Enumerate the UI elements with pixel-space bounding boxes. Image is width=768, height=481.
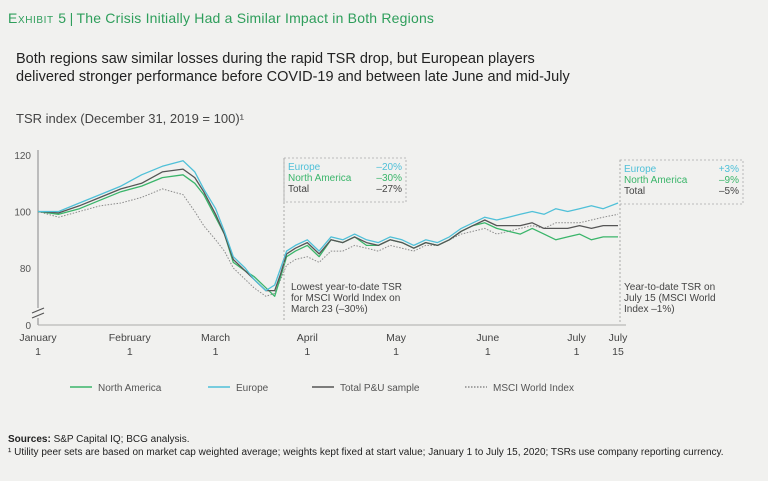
exhibit-header: Exhibit 5 | The Crisis Initially Had a Sim… (8, 10, 434, 26)
mid-annotation-caption-1: for MSCI World Index on (291, 293, 400, 304)
end-annotation-row-name-0: Europe (624, 164, 657, 175)
mid-annotation-box (283, 157, 407, 203)
end-annotation-row-name-2: Total (624, 186, 645, 197)
y-tick-label-100: 100 (14, 208, 31, 219)
end-annotation-caption-1: July 15 (MSCI World (624, 293, 716, 304)
end-annotation-row-value-2: –5% (719, 186, 739, 197)
x-tick-day-7: 15 (612, 346, 624, 358)
sources-note: Sources: S&P Capital IQ; BCG analysis. ¹… (8, 433, 748, 459)
exhibit-separator: | (69, 10, 74, 26)
x-tick-month-4: May (386, 332, 407, 344)
x-tick-day-1: 1 (127, 346, 133, 358)
subtitle-line-2: delivered stronger performance before CO… (16, 69, 570, 85)
x-tick-month-7: July (609, 332, 628, 344)
subtitle-line-1: Both regions saw similar losses during t… (16, 51, 535, 67)
legend-label-2: Total P&U sample (340, 383, 420, 394)
x-tick-day-6: 1 (574, 346, 580, 358)
legend-label-1: Europe (236, 383, 269, 394)
mid-annotation-row-value-2: –27% (376, 184, 402, 195)
series-line-msci-world-index (37, 188, 619, 297)
sources-line: Sources: S&P Capital IQ; BCG analysis. (8, 433, 748, 446)
mid-annotation-caption-0: Lowest year-to-date TSR (291, 282, 402, 293)
legend-label-3: MSCI World Index (493, 383, 574, 394)
end-annotation-box (619, 159, 744, 205)
axis-break-mark-2 (31, 312, 45, 319)
y-tick-label-80: 80 (20, 264, 32, 275)
series-line-total-p-u-sample (37, 168, 618, 292)
end-annotation-row-name-1: North America (624, 175, 688, 186)
mid-annotation-row-name-0: Europe (288, 162, 321, 173)
x-tick-day-4: 1 (393, 346, 399, 358)
sources-text: S&P Capital IQ; BCG analysis. (50, 434, 190, 445)
x-tick-month-0: January (19, 332, 57, 344)
x-tick-month-3: April (297, 332, 318, 344)
mid-annotation-row-value-0: –20% (376, 162, 402, 173)
exhibit-label: Exhibit 5 (8, 10, 67, 26)
x-tick-day-3: 1 (304, 346, 310, 358)
x-tick-day-5: 1 (485, 346, 491, 358)
footnote: ¹ Utility peer sets are based on market … (8, 447, 724, 458)
end-annotation-row-value-1: –9% (719, 175, 739, 186)
chart-subtitle: Both regions saw similar losses during t… (16, 50, 676, 86)
x-tick-day-2: 1 (213, 346, 219, 358)
x-tick-month-2: March (201, 332, 230, 344)
x-tick-month-5: June (476, 332, 499, 344)
mid-annotation-row-name-1: North America (288, 173, 352, 184)
sources-label: Sources: (8, 434, 51, 445)
end-annotation-caption-2: Index –1%) (624, 304, 675, 315)
axis-break-mark-1 (31, 307, 45, 314)
x-tick-month-6: July (567, 332, 586, 344)
x-tick-month-1: February (109, 332, 152, 344)
end-annotation-caption-0: Year-to-date TSR on (624, 282, 715, 293)
mid-annotation-row-value-1: –30% (376, 173, 402, 184)
y-tick-label-0: 0 (25, 321, 31, 332)
y-axis-title: TSR index (December 31, 2019 = 100)¹ (16, 111, 244, 126)
end-annotation-row-value-0: +3% (719, 164, 739, 175)
x-tick-day-0: 1 (35, 346, 41, 358)
legend-label-0: North America (98, 383, 162, 394)
y-tick-label-120: 120 (14, 151, 31, 162)
mid-annotation-caption-2: March 23 (–30%) (291, 304, 368, 315)
exhibit-title: The Crisis Initially Had a Similar Impac… (76, 10, 435, 26)
series-line-europe (38, 160, 619, 292)
mid-annotation-row-name-2: Total (288, 184, 309, 195)
series-line-north-america (37, 174, 618, 297)
